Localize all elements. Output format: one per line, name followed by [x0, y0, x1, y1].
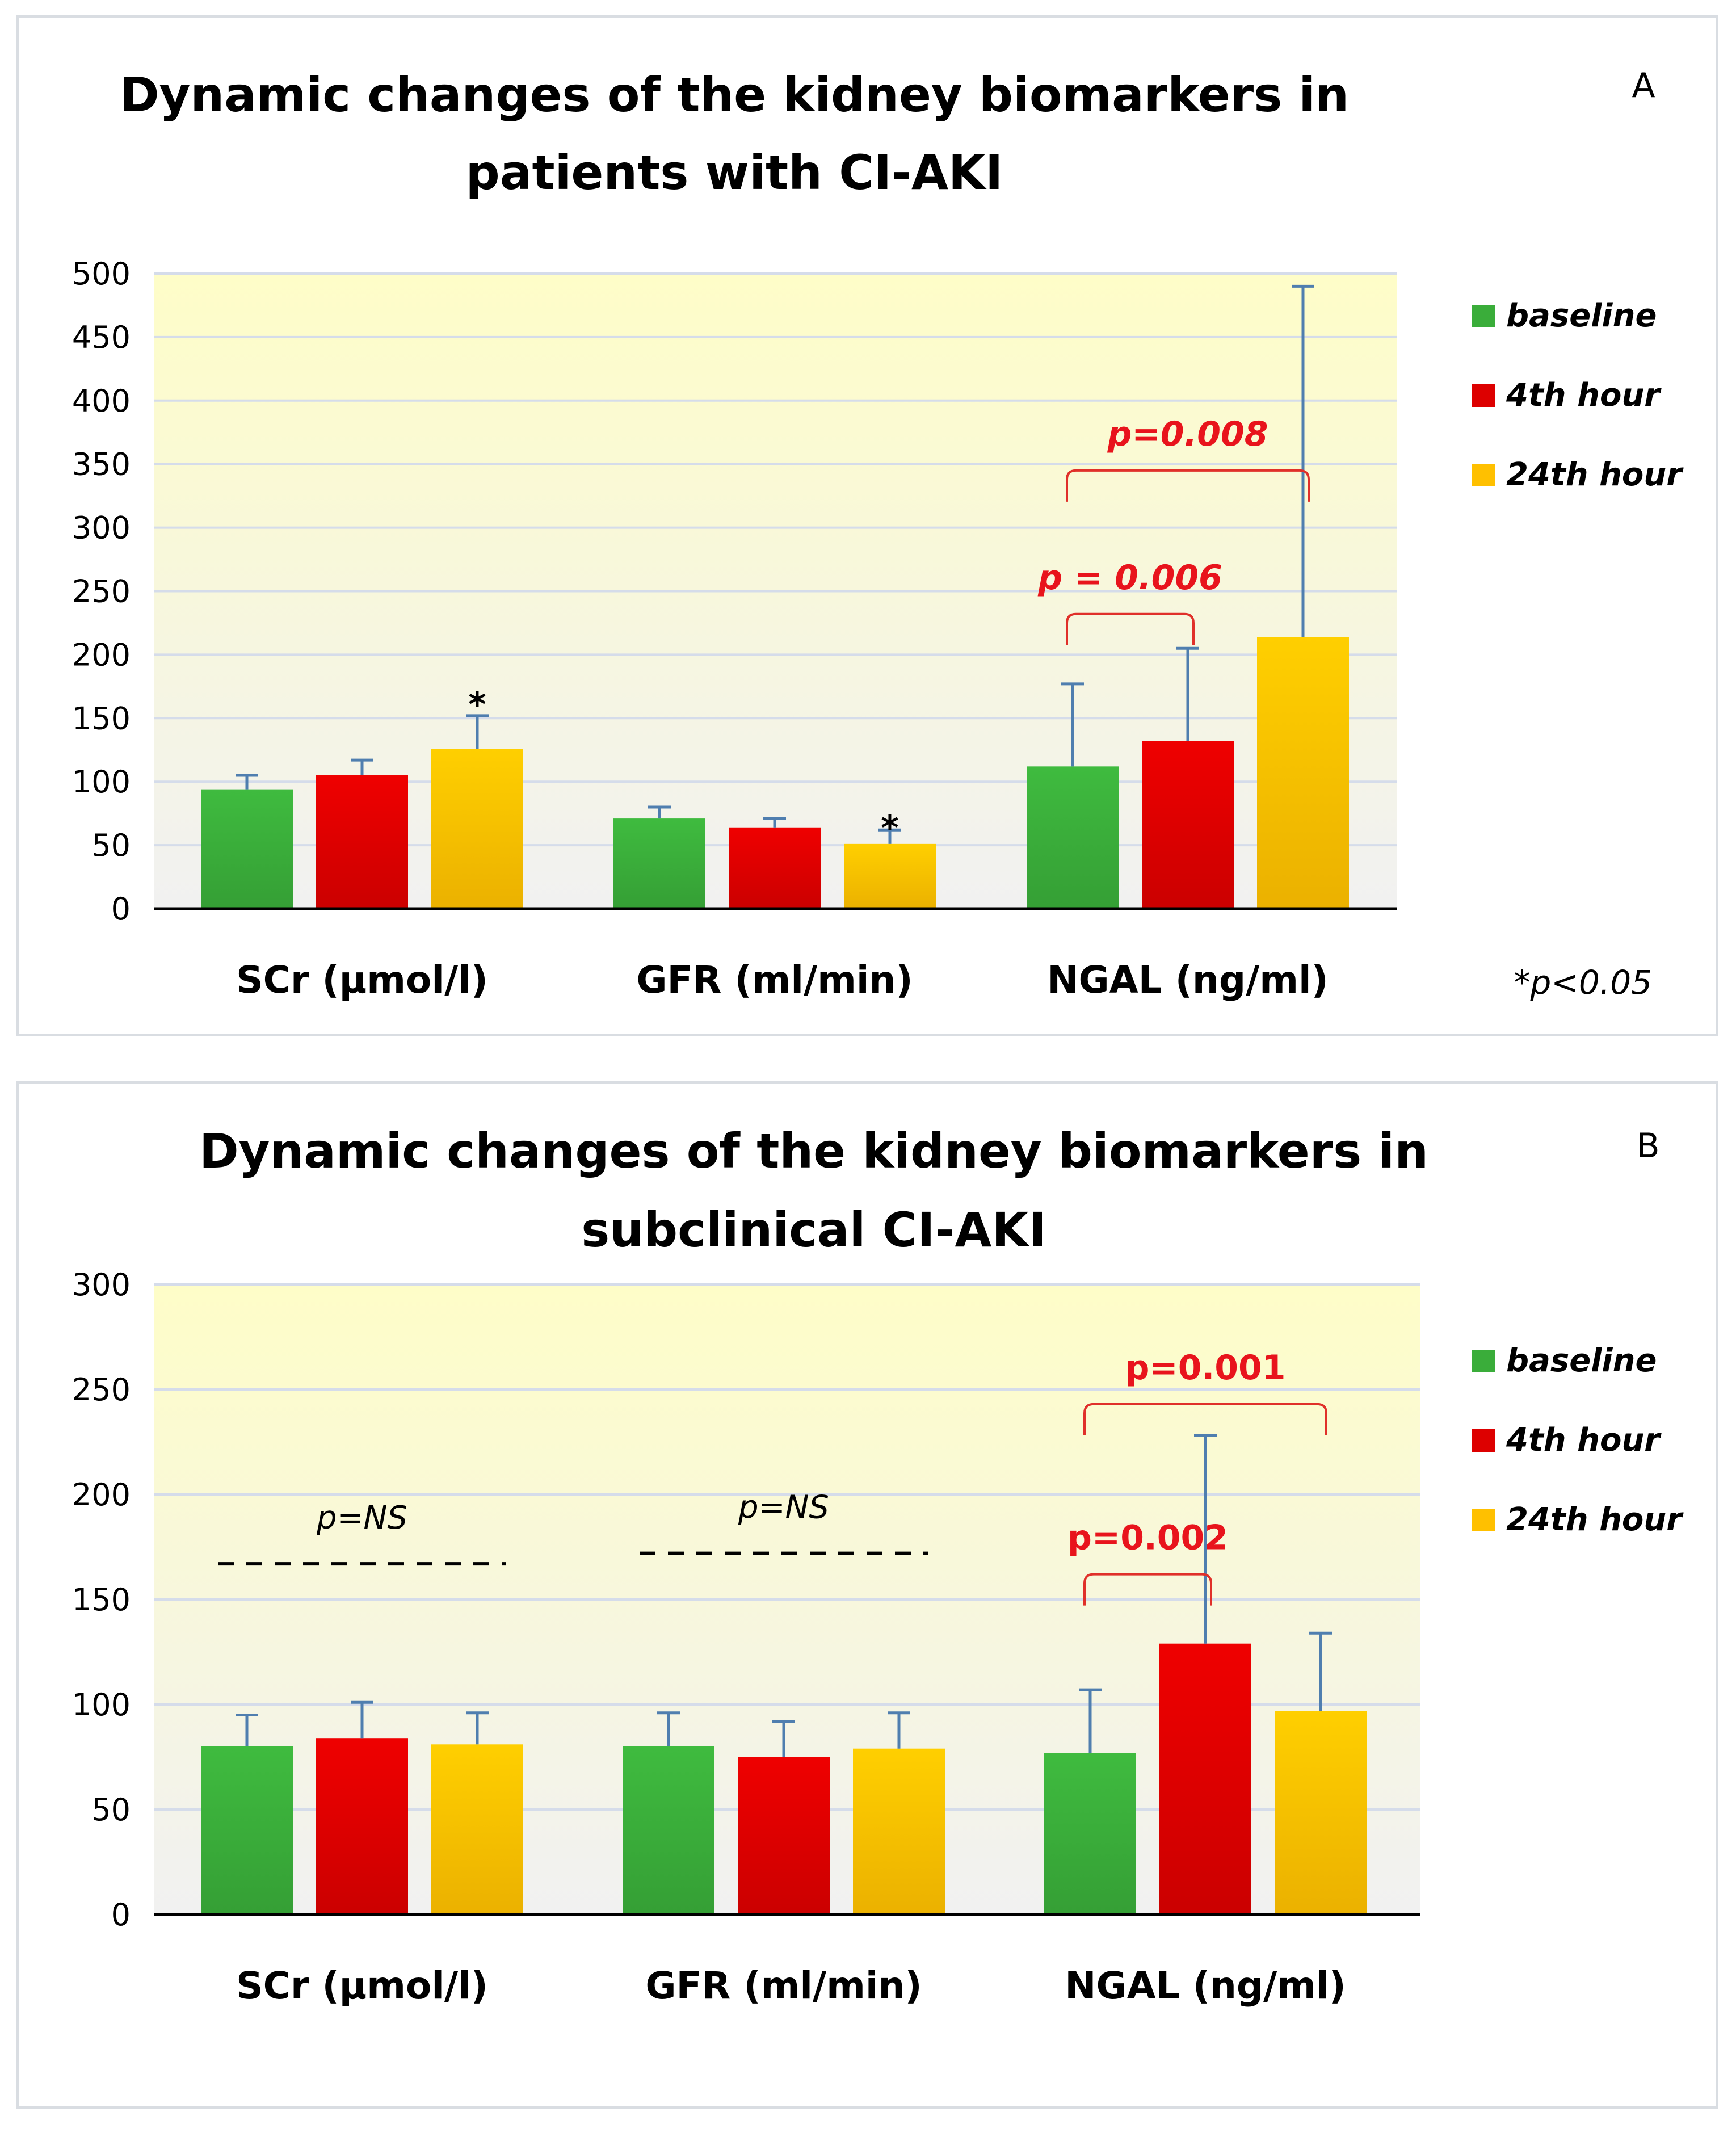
bar-24th-hour: [853, 1748, 945, 1914]
legend-label: 24th hour: [1506, 456, 1684, 493]
legend-label: baseline: [1506, 1342, 1657, 1379]
legend-swatch: [1472, 1509, 1495, 1531]
y-tick-label: 50: [91, 828, 131, 863]
y-tick-label: 250: [72, 1372, 131, 1408]
y-tick-label: 50: [91, 1792, 131, 1828]
legend-swatch: [1472, 305, 1495, 327]
panel-label: B: [1636, 1126, 1659, 1166]
bar-24th-hour: [431, 1744, 523, 1914]
legend-swatch: [1472, 464, 1495, 486]
y-tick-label: 150: [72, 1582, 131, 1618]
no-significance-label: p=NS: [316, 1500, 407, 1536]
significance-bracket: [1066, 612, 1195, 645]
x-category-label: GFR (ml/min): [636, 958, 913, 1002]
legend-label: baseline: [1506, 297, 1657, 334]
y-tick-label: 0: [111, 1897, 131, 1933]
footnote: *p<0.05: [1514, 963, 1652, 1002]
bar-baseline: [201, 789, 293, 909]
y-tick-label: 100: [72, 1687, 131, 1723]
bar-24th-hour: [844, 843, 936, 909]
x-category-label: NGAL (ng/ml): [1065, 1964, 1346, 2008]
x-category-label: NGAL (ng/ml): [1047, 958, 1329, 1002]
y-tick-label: 350: [72, 447, 131, 482]
no-significance-label: p=NS: [738, 1489, 829, 1526]
bar-4th-hour: [316, 1738, 408, 1914]
y-tick-label: 200: [72, 1477, 131, 1513]
x-category-label: SCr (µmol/l): [236, 1964, 488, 2008]
bar-baseline: [613, 818, 705, 909]
x-category-label: SCr (µmol/l): [236, 958, 488, 1002]
bar-4th-hour: [316, 775, 408, 909]
chart-b-title-line: subclinical CI-AKI: [581, 1202, 1046, 1258]
bar-24th-hour: [1257, 637, 1349, 909]
y-tick-label: 100: [72, 764, 131, 800]
legend-label: 4th hour: [1506, 1422, 1662, 1459]
significance-star: *: [468, 685, 486, 725]
x-category-label: GFR (ml/min): [645, 1964, 922, 2008]
y-tick-label: 450: [72, 320, 131, 355]
bar-24th-hour: [431, 749, 523, 909]
significance-p-value: p=0.008: [1107, 414, 1268, 454]
legend-swatch: [1472, 1350, 1495, 1372]
chart-b-title-line: Dynamic changes of the kidney biomarkers…: [199, 1123, 1428, 1179]
y-tick-label: 150: [72, 700, 131, 736]
chart-panel-b: Dynamic changes of the kidney biomarkers…: [16, 1081, 1718, 2109]
chart-panel-a: Dynamic changes of the kidney biomarkers…: [16, 15, 1718, 1036]
y-tick-label: 250: [72, 574, 131, 610]
significance-star: *: [881, 808, 898, 848]
y-tick-label: 200: [72, 637, 131, 673]
legend-label: 4th hour: [1506, 377, 1662, 414]
chart-b-svg: Dynamic changes of the kidney biomarkers…: [72, 1123, 1684, 2008]
bar-baseline: [623, 1746, 714, 1914]
y-tick-label: 400: [72, 383, 131, 419]
chart-a-svg: Dynamic changes of the kidney biomarkers…: [72, 66, 1684, 1002]
bar-4th-hour: [729, 827, 821, 909]
chart-a-title-line: patients with CI-AKI: [466, 145, 1003, 200]
significance-p-value: p=0.002: [1067, 1518, 1228, 1558]
significance-p-value: p = 0.006: [1037, 558, 1222, 598]
bar-baseline: [1027, 766, 1119, 909]
legend-swatch: [1472, 1429, 1495, 1452]
significance-p-value: p=0.001: [1125, 1348, 1285, 1388]
y-tick-label: 300: [72, 510, 131, 546]
legend-label: 24th hour: [1506, 1501, 1684, 1538]
significance-bracket: [1083, 1573, 1212, 1606]
bar-4th-hour: [738, 1757, 830, 1914]
panel-label: A: [1632, 66, 1655, 106]
y-tick-label: 300: [72, 1267, 131, 1303]
chart-a-title-line: Dynamic changes of the kidney biomarkers…: [120, 67, 1349, 123]
bar-baseline: [1044, 1753, 1136, 1914]
bar-24th-hour: [1275, 1711, 1367, 1914]
significance-bracket: [1066, 469, 1310, 502]
bar-4th-hour: [1142, 741, 1234, 909]
y-tick-label: 0: [111, 891, 131, 927]
y-tick-label: 500: [72, 256, 131, 292]
bar-baseline: [201, 1746, 293, 1914]
significance-bracket: [1083, 1403, 1327, 1435]
bar-4th-hour: [1159, 1643, 1251, 1914]
legend-swatch: [1472, 384, 1495, 407]
